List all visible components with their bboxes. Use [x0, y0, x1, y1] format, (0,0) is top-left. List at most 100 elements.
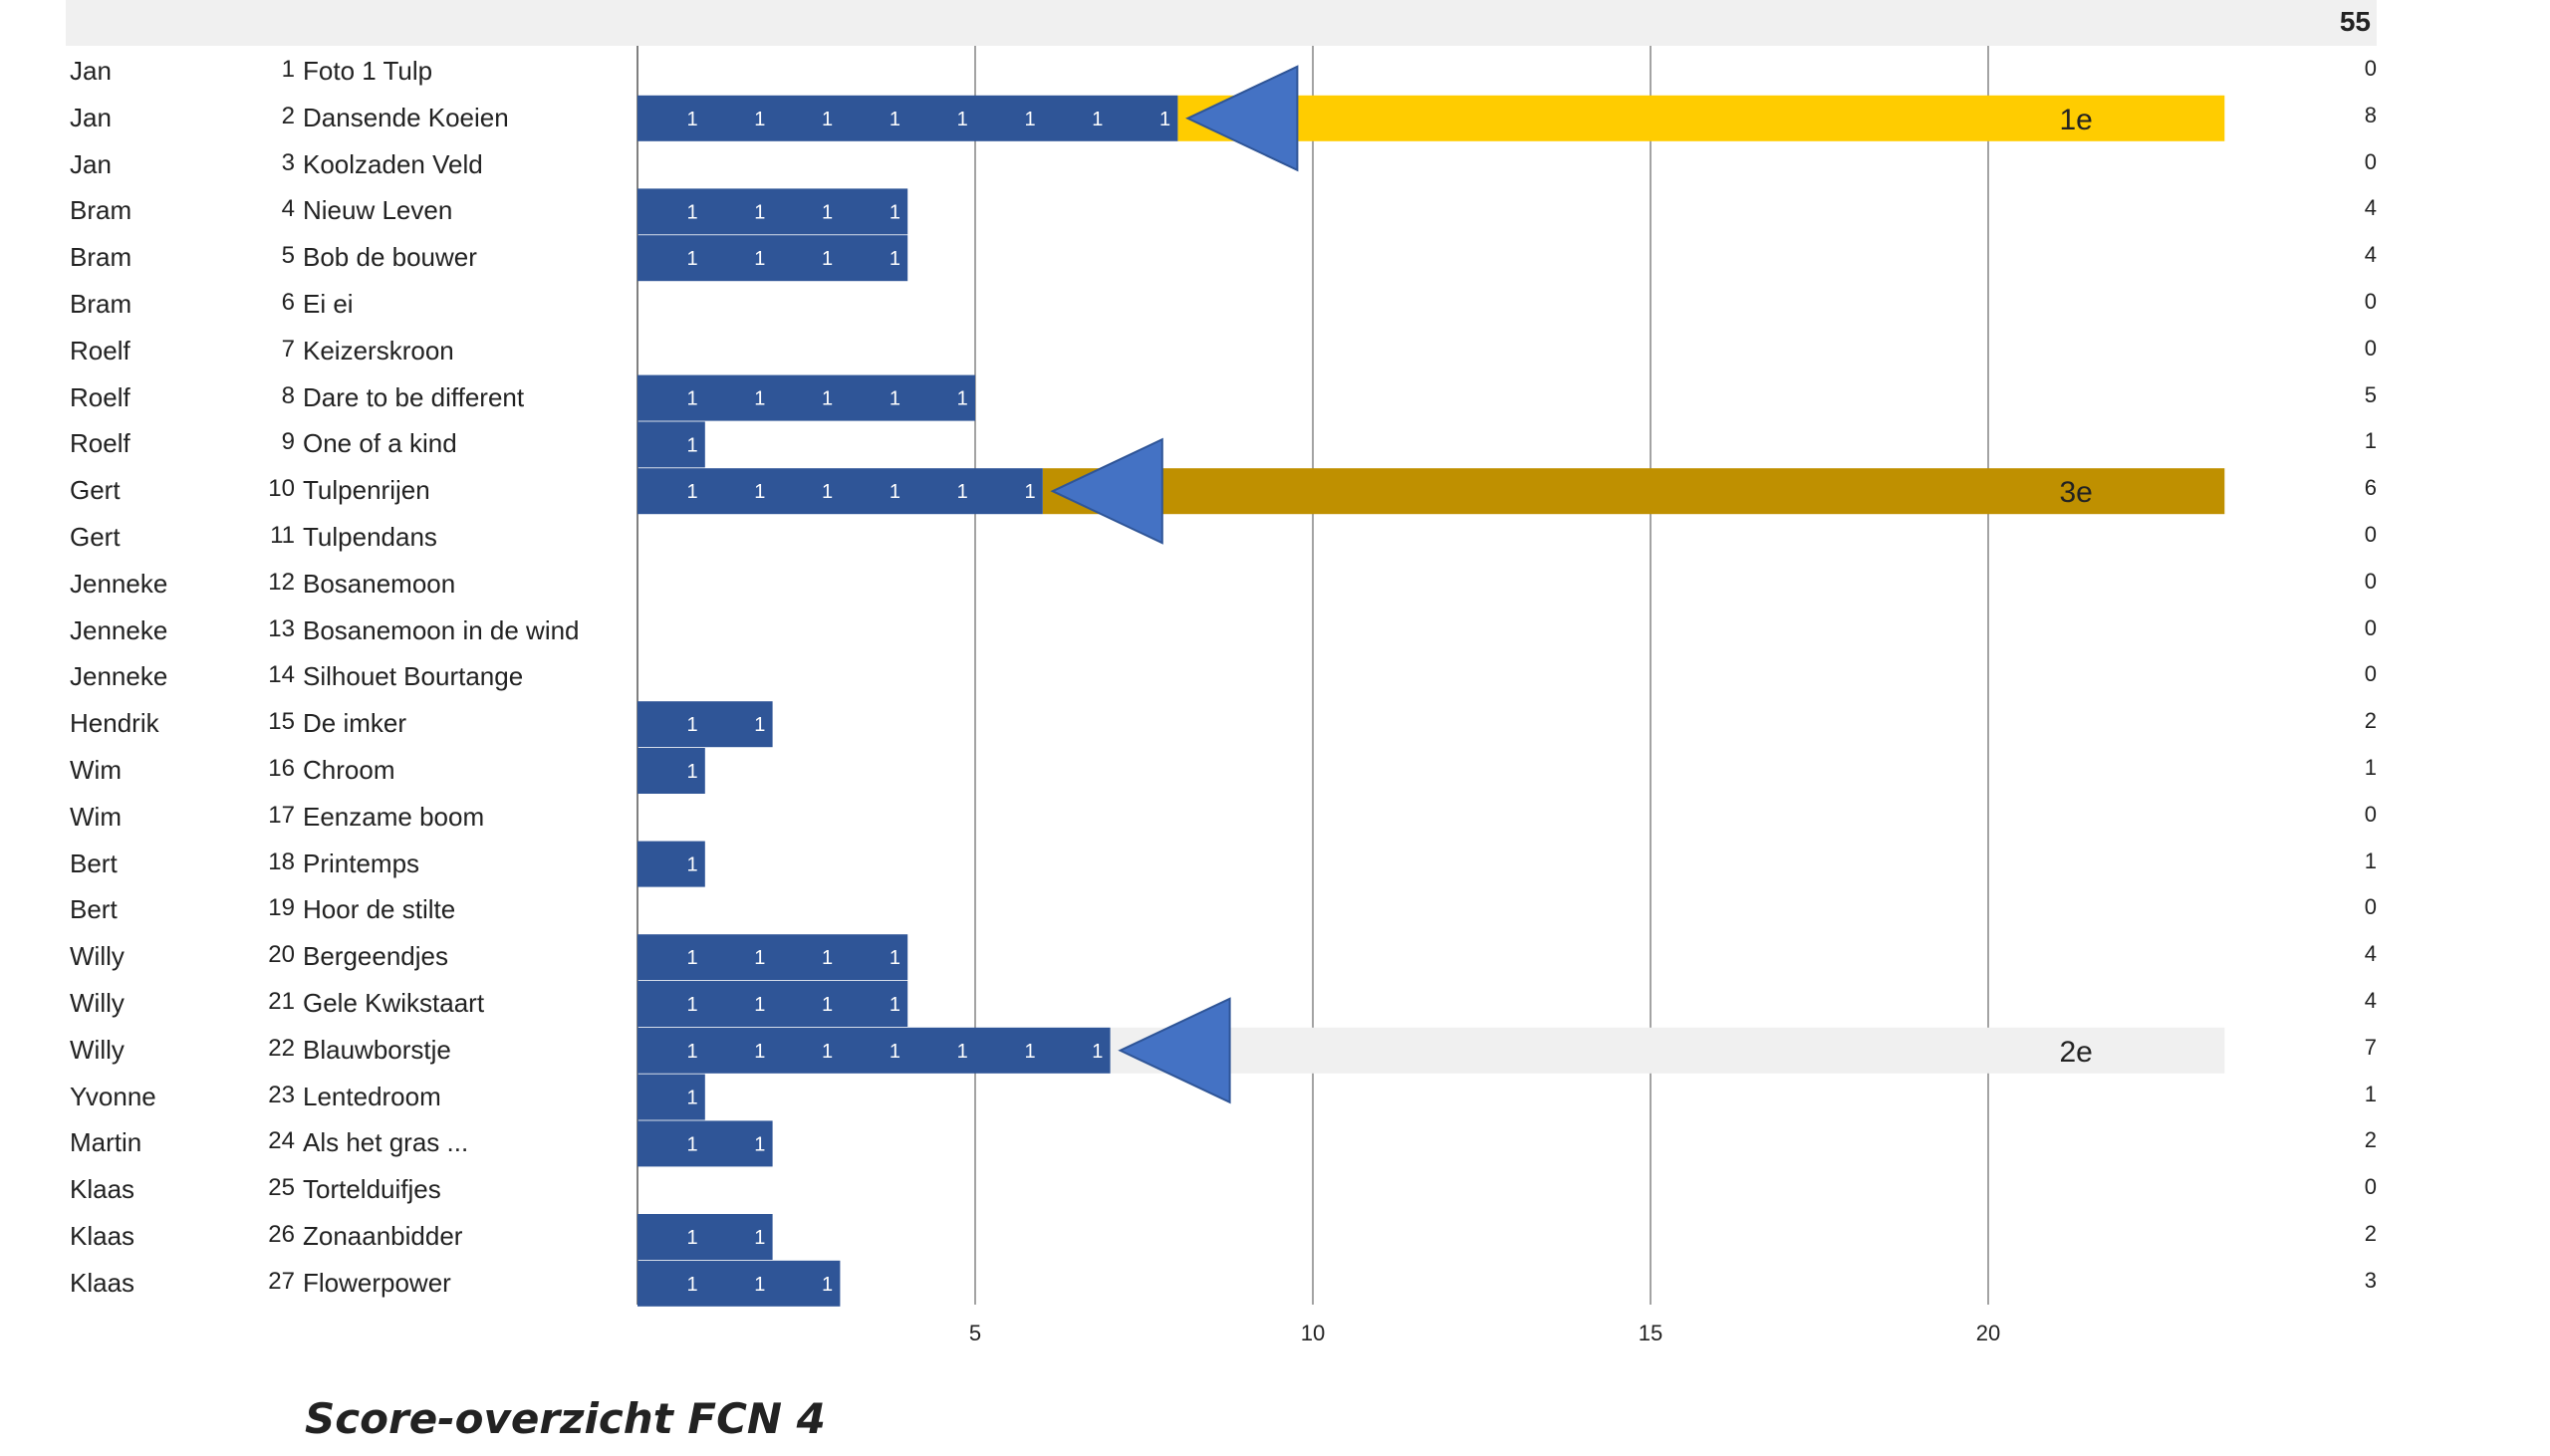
photographer-name: Jenneke	[70, 614, 168, 645]
vote-cell-label: 1	[957, 481, 968, 503]
entry-number: 27	[268, 1267, 295, 1295]
entry-score: 2	[2364, 1221, 2377, 1246]
photographer-name: Jan	[70, 148, 112, 179]
entry-score: 0	[2364, 661, 2377, 687]
entry-score: 1	[2364, 755, 2377, 780]
vote-cell-label: 1	[1024, 1041, 1035, 1063]
entry-score: 0	[2364, 894, 2377, 920]
entry-number: 18	[268, 848, 295, 875]
vote-cell-label: 1	[686, 388, 697, 410]
vote-cell-label: 1	[686, 481, 697, 503]
entry-number: 5	[281, 242, 295, 270]
vote-cell-label: 1	[754, 388, 765, 410]
photographer-name: Bert	[70, 894, 118, 925]
photographer-name: Gert	[70, 475, 121, 506]
vote-cell-label: 1	[754, 481, 765, 503]
photographer-name: Willy	[70, 1034, 125, 1065]
vote-cell-label: 1	[686, 109, 697, 130]
vote-cell-label: 1	[754, 248, 765, 270]
score-bar	[638, 374, 975, 421]
vote-cell-label: 1	[686, 1274, 697, 1296]
entry-score: 0	[2364, 56, 2377, 81]
photographer-name: Jan	[70, 102, 112, 132]
vote-cell-label: 1	[890, 388, 900, 410]
entry-score: 0	[2364, 148, 2377, 174]
vote-cell-label: 1	[822, 109, 833, 130]
vote-cell-label: 1	[754, 1041, 765, 1063]
photographer-name: Roelf	[70, 381, 130, 412]
entry-title: Lentedroom	[303, 1081, 441, 1111]
vote-cell-label: 1	[890, 947, 900, 969]
vote-cell-label: 1	[1024, 481, 1035, 503]
vote-cell-label: 1	[686, 761, 697, 783]
vote-cell-label: 1	[890, 481, 900, 503]
photographer-name: Roelf	[70, 335, 130, 365]
vote-cell-label: 1	[686, 947, 697, 969]
vote-cell-label: 1	[822, 1041, 833, 1063]
photographer-name: Wim	[70, 755, 122, 785]
entry-title: De imker	[303, 708, 407, 739]
vote-cell-label: 1	[754, 947, 765, 969]
vote-cell-label: 1	[686, 994, 697, 1016]
score-bar	[638, 95, 1178, 141]
entry-score: 0	[2364, 289, 2377, 314]
entry-score: 1	[2364, 428, 2377, 454]
vote-cell-label: 1	[686, 714, 697, 736]
photographer-name: Klaas	[70, 1221, 135, 1251]
vote-cell-label: 1	[754, 1227, 765, 1249]
entry-number: 7	[281, 335, 295, 363]
photographer-name: Bram	[70, 195, 132, 226]
score-bar	[638, 934, 908, 981]
photographer-name: Wim	[70, 801, 122, 832]
entry-title: Tulpenrijen	[303, 475, 430, 506]
vote-cell-label: 1	[686, 1227, 697, 1249]
photographer-name: Roelf	[70, 428, 130, 459]
score-bar	[638, 188, 908, 235]
entry-score: 0	[2364, 568, 2377, 594]
vote-cell-label: 1	[822, 481, 833, 503]
vote-cell-label: 1	[754, 1133, 765, 1155]
x-tick-label: 20	[1976, 1321, 2000, 1345]
entry-title: Ei ei	[303, 289, 354, 319]
score-bar	[638, 468, 1043, 515]
vote-cell-label: 1	[686, 248, 697, 270]
score-bar	[638, 701, 773, 748]
entry-number: 22	[268, 1034, 295, 1062]
entry-number: 9	[281, 428, 295, 456]
vote-cell-label: 1	[686, 434, 697, 456]
entry-score: 8	[2364, 102, 2377, 127]
entry-number: 10	[268, 475, 295, 503]
vote-cell-label: 1	[822, 947, 833, 969]
entry-number: 26	[268, 1221, 295, 1248]
entry-title: Blauwborstje	[303, 1034, 451, 1065]
entry-number: 12	[268, 568, 295, 596]
vote-cell-label: 1	[890, 1041, 900, 1063]
entry-number: 19	[268, 894, 295, 922]
entry-number: 13	[268, 614, 295, 642]
score-bar	[638, 1074, 705, 1120]
total-score: 55	[2339, 6, 2371, 37]
entry-title: Tulpendans	[303, 522, 437, 552]
placement-label: 2e	[2059, 1036, 2092, 1069]
vote-cell-label: 1	[822, 388, 833, 410]
entry-score: 4	[2364, 195, 2377, 221]
vote-cell-label: 1	[754, 109, 765, 130]
vote-cell-label: 1	[686, 1133, 697, 1155]
photographer-name: Jenneke	[70, 568, 168, 599]
entry-title: Keizerskroon	[303, 335, 454, 365]
placement-arrow	[1185, 65, 1299, 172]
entry-title: Hoor de stilte	[303, 894, 456, 925]
entry-title: Gele Kwikstaart	[303, 988, 485, 1018]
x-tick-label: 15	[1639, 1321, 1662, 1345]
photographer-name: Yvonne	[70, 1081, 156, 1111]
chart-caption: Score-overzicht FCN 4	[305, 1394, 826, 1443]
photographer-name: Willy	[70, 988, 125, 1018]
photographer-name: Gert	[70, 522, 121, 552]
entry-title: Printemps	[303, 848, 420, 878]
entry-score: 0	[2364, 1174, 2377, 1200]
entry-number: 15	[268, 708, 295, 736]
photographer-name: Jenneke	[70, 661, 168, 692]
entry-score: 4	[2364, 988, 2377, 1013]
score-bar	[638, 748, 705, 794]
score-bar	[638, 1027, 1111, 1074]
